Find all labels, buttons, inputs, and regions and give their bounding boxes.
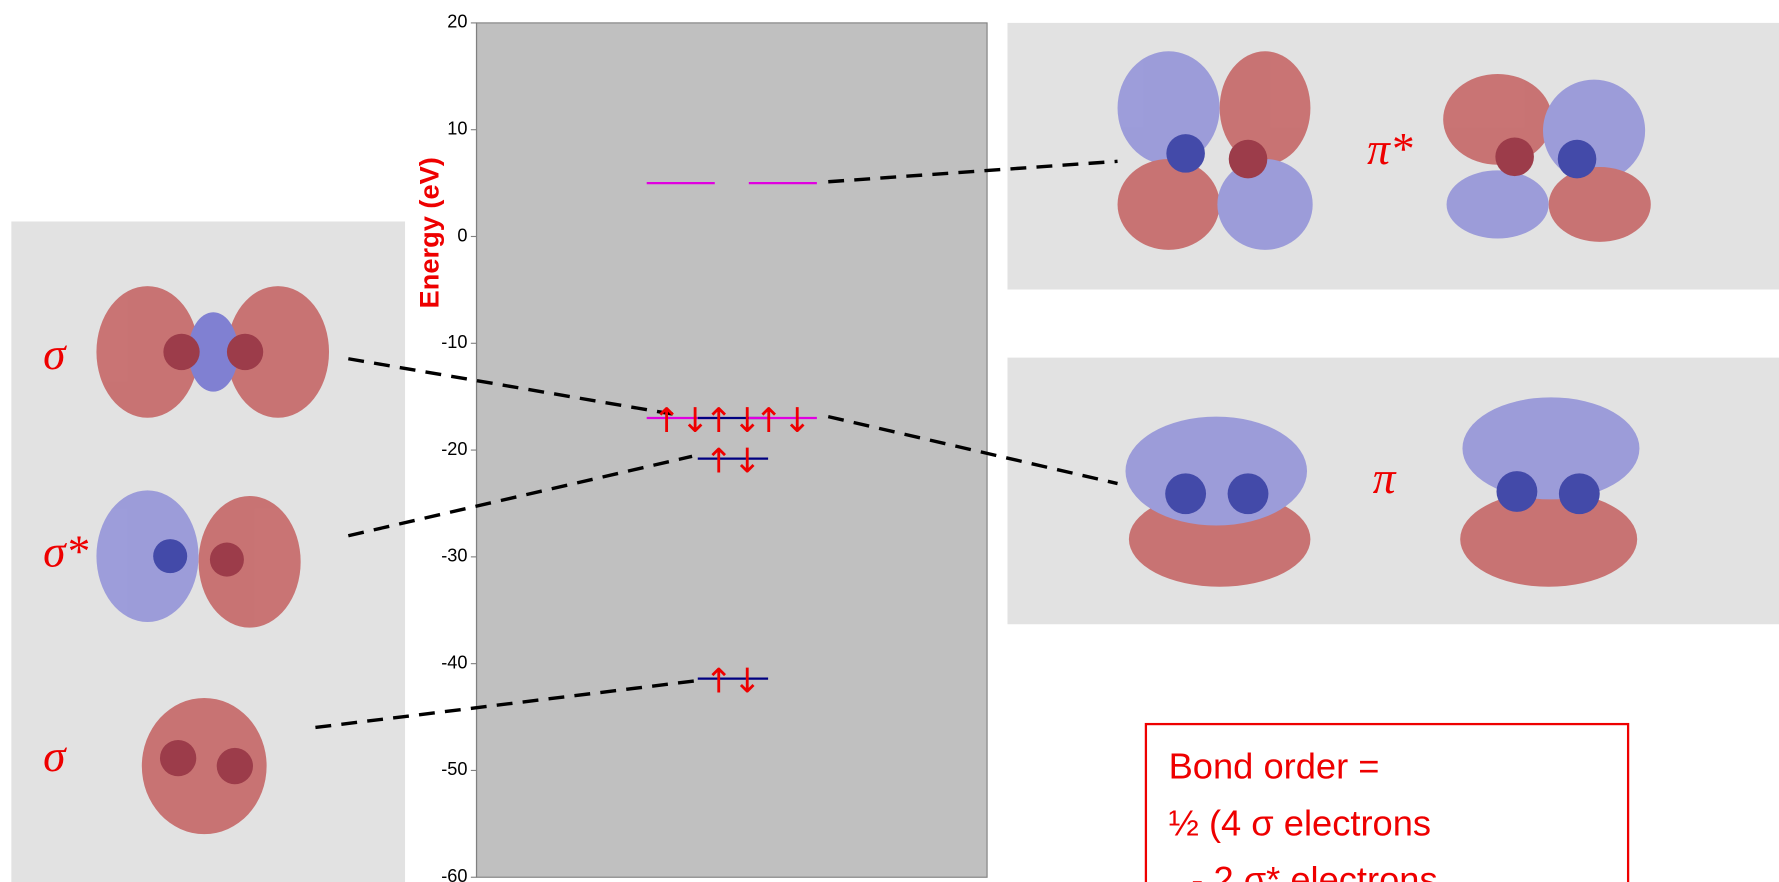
electrons: ↑↓	[704, 442, 761, 482]
orbital-label: σ	[43, 329, 67, 379]
y-tick-label: 0	[457, 225, 467, 245]
y-tick-label: -50	[441, 759, 467, 779]
bond-order-text: - 2 σ* electrons	[1191, 859, 1437, 882]
chart: σ σ* σ π* π Energy (eV) Bond order = ½ (…	[0, 0, 1779, 882]
y-tick-label: -30	[441, 546, 467, 566]
electrons: ↑↓	[704, 662, 761, 702]
y-tick-label: 10	[447, 119, 467, 139]
y-tick-label: -10	[441, 332, 467, 352]
electrons: ↑↓	[754, 401, 811, 441]
page: σ σ* σ π* π Energy (eV) Bond order = ½ (…	[0, 0, 1779, 882]
y-tick-label: 20	[447, 12, 467, 32]
bond-order-text: Bond order =	[1169, 746, 1380, 787]
orbital-label: σ*	[43, 527, 88, 577]
electrons: ↑↓	[652, 401, 709, 441]
y-tick-label: -60	[441, 866, 467, 882]
electrons: ↑↓	[704, 401, 761, 441]
y-axis-label: Energy (eV)	[413, 157, 444, 308]
y-tick-label: -40	[441, 652, 467, 672]
orbital-label: π	[1373, 453, 1397, 503]
orbital-label: π*	[1367, 124, 1413, 174]
bond-order-text: ½ (4 σ electrons	[1169, 802, 1431, 843]
orbital-label: σ	[43, 731, 67, 781]
y-tick-label: -20	[441, 439, 467, 459]
